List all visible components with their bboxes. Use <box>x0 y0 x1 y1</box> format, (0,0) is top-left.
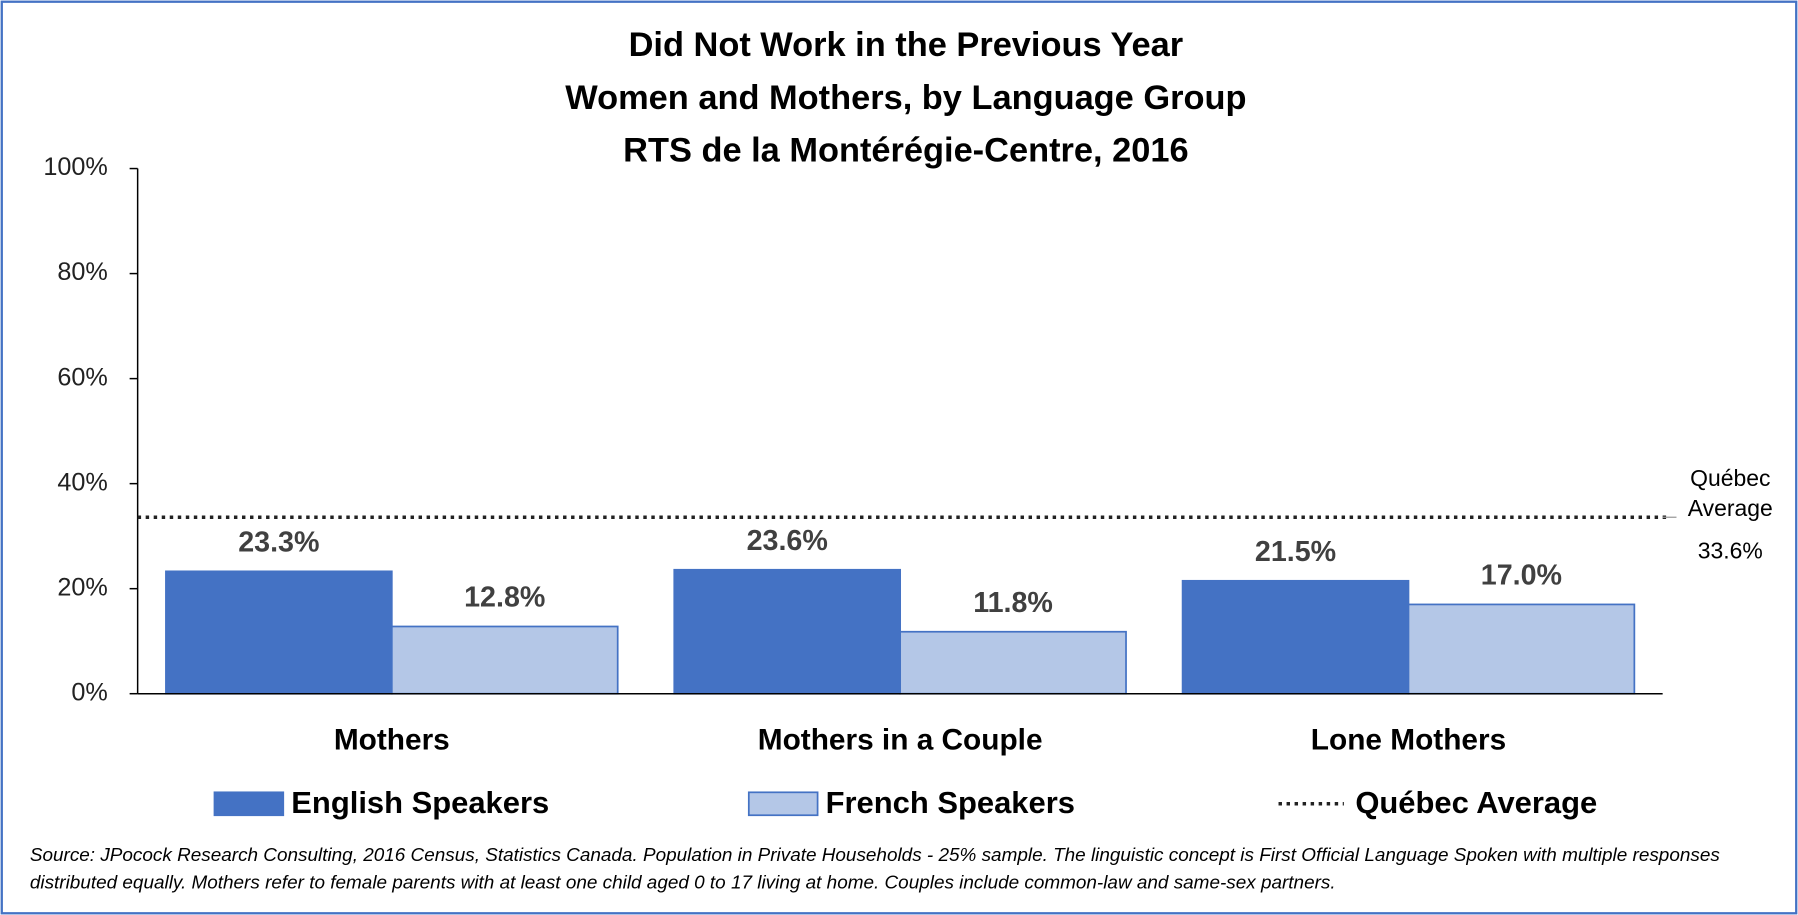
data-label: 17.0% <box>1481 559 1562 591</box>
y-tick-label: 100% <box>43 153 108 181</box>
chart-title: Women and Mothers, by Language Group <box>565 79 1246 117</box>
reference-label: Québec Average <box>1676 464 1785 525</box>
x-tick-label: Lone Mothers <box>1311 724 1506 757</box>
y-tick-label: 0% <box>71 678 107 706</box>
chart-title: Did Not Work in the Previous Year <box>629 26 1184 64</box>
bar <box>899 630 1127 695</box>
y-tick-label: 40% <box>57 468 107 496</box>
data-label: 12.8% <box>464 582 545 614</box>
legend-label: Québec Average <box>1355 785 1597 820</box>
chart-title: RTS de la Montérégie-Centre, 2016 <box>623 132 1188 170</box>
reference-value: 33.6% <box>1698 538 1763 564</box>
data-label: 21.5% <box>1255 536 1336 568</box>
data-label: 11.8% <box>973 587 1053 619</box>
y-tick-label: 60% <box>57 363 107 391</box>
bar <box>1407 603 1636 695</box>
bar <box>165 570 393 695</box>
bar <box>1181 579 1410 695</box>
x-tick-label: Mothers in a Couple <box>758 724 1043 757</box>
reference-label-text: Québec Average <box>1676 464 1785 525</box>
legend-label: French Speakers <box>826 785 1075 820</box>
legend-label: English Speakers <box>291 785 549 820</box>
data-label: 23.3% <box>238 526 319 558</box>
x-tick-label: Mothers <box>334 724 450 757</box>
data-label: 23.6% <box>747 525 828 557</box>
bar <box>673 568 902 695</box>
source-note: Source: JPocock Research Consulting, 201… <box>29 845 1720 894</box>
source-note-text: Source: JPocock Research Consulting, 201… <box>29 845 1720 894</box>
y-tick-label: 20% <box>57 573 107 601</box>
legend-swatch <box>213 791 285 817</box>
legend-swatch <box>747 791 819 817</box>
bar <box>390 625 619 695</box>
y-tick-label: 80% <box>57 258 107 286</box>
